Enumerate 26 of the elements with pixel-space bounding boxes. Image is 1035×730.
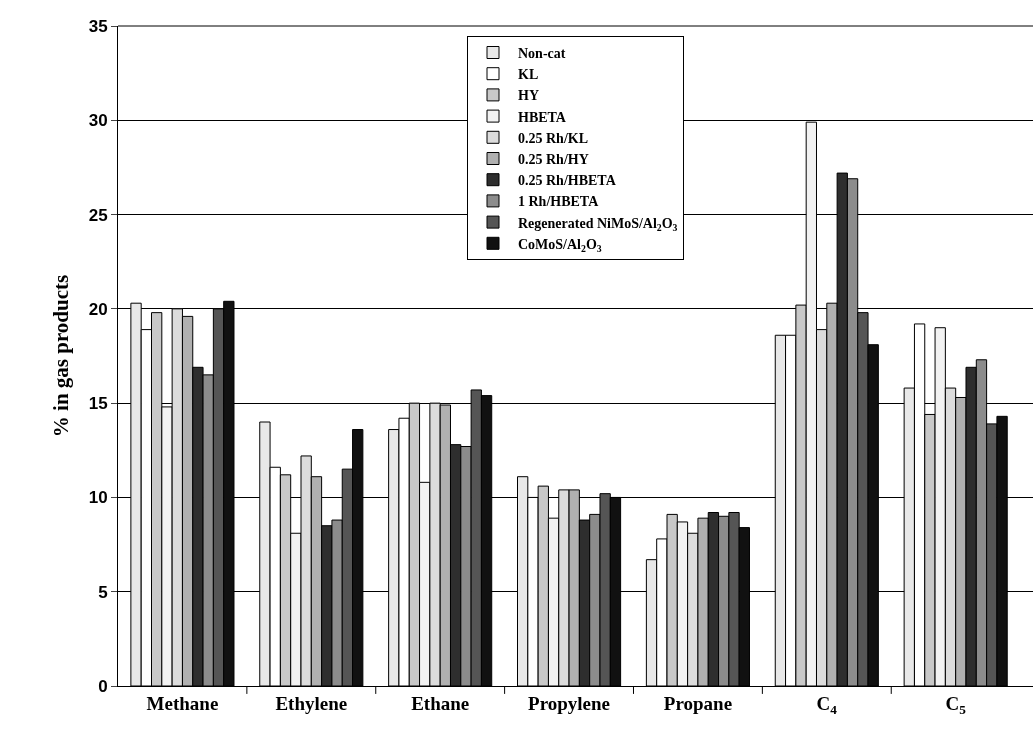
y-tick-label: 20 [88,299,108,319]
legend-label: Regenerated NiMoS/Al$_{2}$O$_{3}$ [518,215,678,233]
y-tick-label: 25 [88,205,108,225]
legend-label: 0.25 Rh/HBETA [518,173,617,189]
x-tick-label: Propane [663,692,733,714]
y-tick-label: 35 [88,16,108,36]
x-tick-label: C$_{5}$ [945,692,967,717]
legend-label: CoMoS/Al$_{2}$O$_{3}$ [518,236,602,254]
y-tick-label: 15 [88,394,108,414]
x-tick-label: Ethane [411,692,470,714]
legend-label: 0.25 Rh/HY [518,151,589,167]
legend-label: HY [518,88,539,104]
x-tick-label: Propylene [528,692,611,714]
legend-label: HBETA [518,109,567,125]
y-tick-label: 10 [88,488,108,508]
x-tick-label: Methane [146,692,219,714]
y-axis-title: % in gas products [48,274,73,438]
legend-label: 0.25 Rh/KL [518,130,589,146]
y-tick-label: 30 [88,111,108,131]
y-tick-label: 5 [98,582,108,602]
y-tick-label: 0 [98,676,108,696]
x-tick-label: Ethylene [275,692,348,714]
legend-label: 1 Rh/HBETA [518,194,600,210]
x-tick-label: C$_{4}$ [816,692,838,717]
legend-label: KL [518,67,539,83]
legend-label: Non-cat [518,45,566,61]
